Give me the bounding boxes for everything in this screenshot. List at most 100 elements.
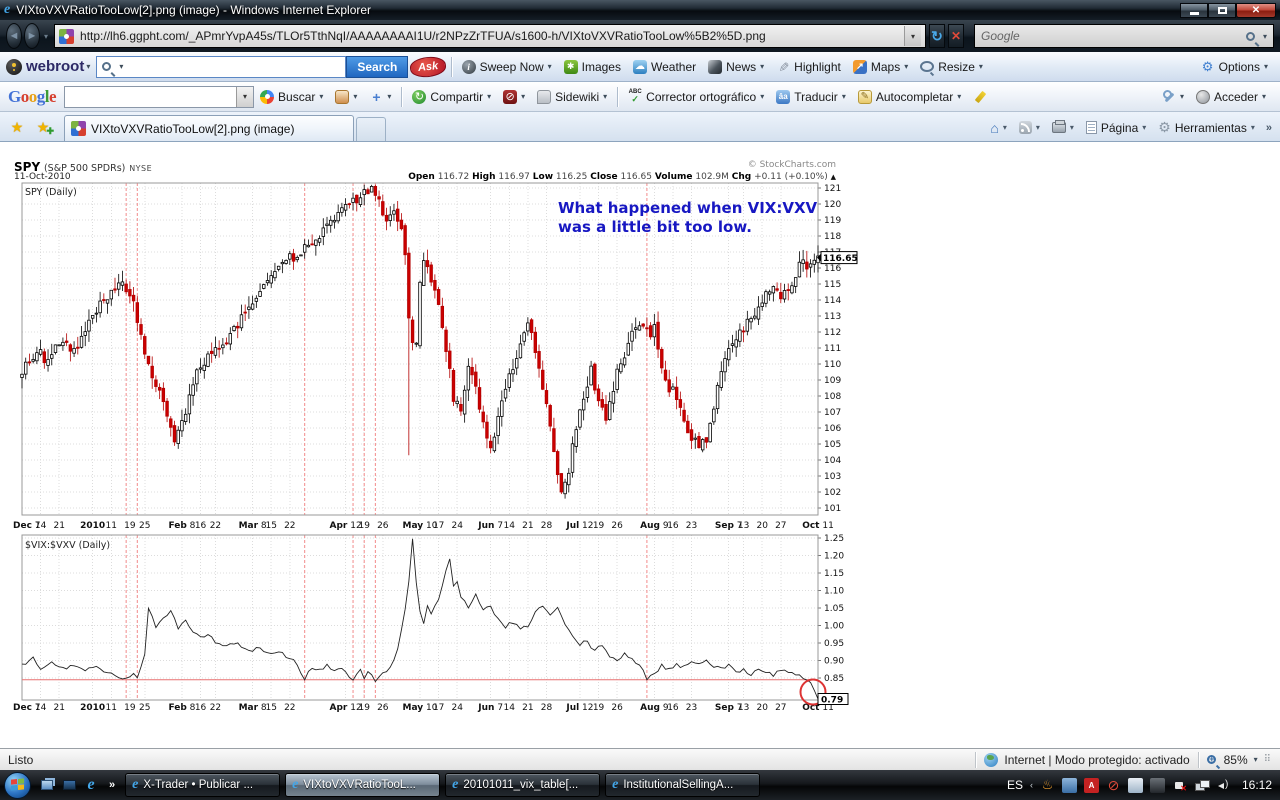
popup-blocker-button[interactable]: ⊘ ▾ [497, 87, 531, 107]
gallery-button[interactable]: ▾ [329, 87, 363, 107]
x-tick: 16 [195, 703, 207, 713]
taskbar-button[interactable]: e X-Trader • Publicar ... [125, 773, 281, 797]
quicklaunch-overflow-chevron[interactable]: » [109, 779, 116, 791]
sweep-now-caret[interactable]: ▾ [547, 62, 552, 71]
taskbar-button[interactable]: e 20101011_vix_table[... [445, 773, 601, 797]
signin-button[interactable]: Acceder ▾ [1190, 87, 1272, 107]
weather-button[interactable]: ☁ Weather [627, 57, 702, 77]
add-favorite-button[interactable]: ★ ✚ [30, 115, 56, 139]
maximize-button[interactable] [1208, 2, 1236, 18]
signin-caret[interactable]: ▾ [1261, 92, 1266, 101]
plus-icon: ✚ [46, 126, 54, 136]
webroot-menu-caret[interactable]: ▾ [86, 62, 91, 71]
compartir-button[interactable]: ↻ Compartir ▾ [406, 87, 497, 107]
sidewiki-caret[interactable]: ▾ [603, 92, 608, 101]
home-caret[interactable]: ▾ [1002, 123, 1007, 132]
language-indicator[interactable]: ES [1006, 778, 1023, 792]
network-tray-icon[interactable] [1194, 778, 1210, 793]
feeds-button[interactable]: ▾ [1014, 119, 1045, 136]
resize-caret[interactable]: ▾ [978, 62, 983, 71]
stop-button[interactable]: ✕ [948, 24, 965, 48]
maps-caret[interactable]: ▾ [904, 62, 909, 71]
power-tray-icon[interactable] [1172, 778, 1187, 793]
highlight-button[interactable]: ✎ Highlight [770, 57, 847, 77]
tray-expand-chevron[interactable]: ‹ [1029, 780, 1033, 790]
webroot-search-button[interactable]: Search [346, 55, 409, 78]
tools-menu-button[interactable]: ⚙ Herramientas ▾ [1153, 117, 1260, 138]
keyboard-tray-icon[interactable] [1149, 777, 1165, 793]
weather-icon: ☁ [632, 59, 647, 74]
print-caret[interactable]: ▾ [1069, 123, 1074, 132]
add-gadget-caret[interactable]: ▾ [387, 92, 392, 101]
address-bar[interactable]: http://lh6.ggpht.com/_APmrYvpA45s/TLOr5T… [54, 24, 927, 48]
page-menu-button[interactable]: Página ▾ [1081, 119, 1151, 137]
options-caret[interactable]: ▾ [1263, 62, 1268, 71]
address-dropdown[interactable]: ▾ [904, 26, 922, 46]
resize-button[interactable]: Resize ▾ [914, 57, 989, 77]
back-button[interactable]: ◄ [6, 23, 22, 49]
zoom-caret[interactable]: ▾ [1253, 755, 1258, 764]
sidewiki-button[interactable]: Sidewiki ▾ [531, 87, 613, 107]
gallery-caret[interactable]: ▾ [353, 92, 358, 101]
highlighter-button[interactable] [967, 87, 993, 107]
google-search-history-caret[interactable]: ▾ [236, 86, 254, 107]
search-provider-caret[interactable]: ▾ [1263, 31, 1268, 41]
tools-menu-caret[interactable]: ▾ [1250, 123, 1255, 132]
show-desktop-icon[interactable] [39, 777, 55, 793]
autofill-caret[interactable]: ▾ [957, 92, 962, 101]
print-button[interactable]: ▾ [1047, 120, 1079, 135]
webroot-search-caret[interactable]: ▾ [119, 62, 124, 71]
translate-caret[interactable]: ▾ [841, 92, 846, 101]
translate-button[interactable]: âa Traducir ▾ [770, 87, 852, 107]
java-tray-icon[interactable]: ♨ [1041, 777, 1054, 792]
webroot-search-input[interactable]: ▾ [96, 55, 347, 78]
zoom-level[interactable]: 85% [1223, 752, 1248, 767]
toolbar-settings-button[interactable]: ▾ [1156, 87, 1190, 107]
favorites-button[interactable]: ★ [4, 115, 30, 139]
ati-tray-icon[interactable]: A [1083, 777, 1099, 793]
translate-icon: âa [776, 89, 791, 104]
taskbar: e » e X-Trader • Publicar ... e VIXtoVXV… [0, 770, 1280, 800]
command-overflow-chevron[interactable]: » [1265, 121, 1272, 134]
buscar-button[interactable]: Buscar ▾ [254, 87, 329, 107]
taskbar-clock[interactable]: 16:12 [1241, 778, 1272, 792]
resize-grip[interactable]: ⠿ [1263, 754, 1272, 765]
popup-blocker-caret[interactable]: ▾ [521, 92, 526, 101]
minimize-button[interactable] [1180, 2, 1208, 18]
sweep-now-button[interactable]: i Sweep Now ▾ [456, 57, 558, 77]
spellcheck-caret[interactable]: ▾ [760, 92, 765, 101]
blocked-tray-icon[interactable]: ⊘ [1107, 776, 1120, 793]
search-box[interactable]: Google ▾ [974, 24, 1275, 48]
maps-button[interactable]: ↗ Maps ▾ [847, 57, 914, 77]
recent-pages-caret[interactable]: ▾ [44, 31, 49, 41]
search-icon[interactable] [1246, 31, 1255, 41]
refresh-button[interactable]: ↻ [929, 24, 946, 48]
taskbar-button[interactable]: e InstitutionalSellingA... [605, 773, 761, 797]
active-tab[interactable]: VIXtoVXVRatioTooLow[2].png (image) [64, 115, 354, 141]
news-caret[interactable]: ▾ [760, 62, 765, 71]
home-button[interactable]: ⌂ ▾ [985, 118, 1011, 138]
autofill-button[interactable]: ✎ Autocompletar ▾ [852, 87, 967, 107]
app-tray-icon[interactable] [1127, 777, 1143, 793]
images-button[interactable]: ✱ Images [558, 57, 627, 77]
new-tab-button[interactable] [356, 117, 386, 141]
volume-tray-icon[interactable] [1216, 778, 1231, 793]
webroot-logo[interactable]: webroot [26, 58, 85, 75]
webroot-options-button[interactable]: ⚙ Options ▾ [1195, 57, 1274, 77]
feeds-caret[interactable]: ▾ [1035, 123, 1040, 132]
taskbar-button-active[interactable]: e VIXtoVXVRatioTooL... [285, 773, 441, 797]
page-menu-caret[interactable]: ▾ [1142, 123, 1147, 132]
close-button[interactable]: ✕ [1236, 2, 1276, 18]
forward-button[interactable]: ► [24, 23, 40, 49]
settings-caret[interactable]: ▾ [1179, 92, 1184, 101]
buscar-caret[interactable]: ▾ [319, 92, 324, 101]
add-gadget-button[interactable]: + ▾ [363, 87, 397, 107]
messenger-tray-icon[interactable] [1061, 777, 1077, 793]
switch-windows-icon[interactable] [61, 777, 77, 793]
news-button[interactable]: News ▾ [702, 57, 770, 77]
spellcheck-button[interactable]: ABC ✓ Corrector ortográfico ▾ [622, 87, 770, 107]
start-button[interactable] [4, 771, 31, 799]
compartir-caret[interactable]: ▾ [487, 92, 492, 101]
google-search-input[interactable]: ▾ [64, 85, 255, 108]
ie-quicklaunch-icon[interactable]: e [87, 776, 95, 793]
